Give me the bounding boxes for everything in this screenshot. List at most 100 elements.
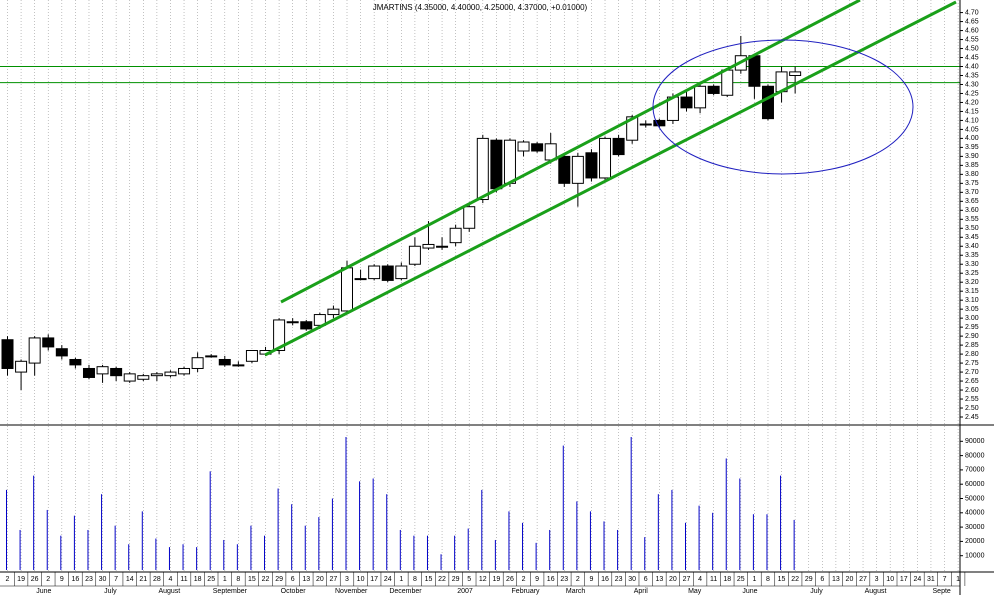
x-tick-label: 26	[506, 576, 514, 583]
y-tick-label: 4.05	[965, 126, 979, 133]
candle-body	[436, 245, 449, 248]
x-tick-label: 15	[248, 576, 256, 583]
candle-body	[300, 321, 313, 330]
x-tick-label: 20	[669, 576, 677, 583]
y-tick-label: 3.00	[965, 315, 979, 322]
y-tick-label: 4.40	[965, 63, 979, 70]
x-tick-label: 2	[46, 576, 50, 583]
x-tick-label: 1	[956, 576, 960, 583]
y-tick-label: 2.70	[965, 369, 979, 376]
x-tick-label: 8	[413, 576, 417, 583]
highlight-ellipse	[652, 39, 914, 175]
x-tick-label: 20	[846, 576, 854, 583]
x-tick-label: 25	[207, 576, 215, 583]
x-tick-label: 27	[330, 576, 338, 583]
y-tick-label: 4.50	[965, 45, 979, 52]
y-tick-label: 3.55	[965, 216, 979, 223]
candle-body	[42, 337, 55, 348]
x-tick-label: 29	[805, 576, 813, 583]
candle-body	[137, 375, 150, 380]
x-tick-label: 12	[479, 576, 487, 583]
candle-body	[28, 337, 41, 364]
y-tick-label: 3.65	[965, 198, 979, 205]
month-label: August	[865, 588, 887, 595]
x-tick-label: 14	[126, 576, 134, 583]
x-tick-label: 16	[72, 576, 80, 583]
candle-body	[544, 143, 557, 161]
month-label: April	[634, 588, 648, 595]
candle-body	[680, 96, 693, 109]
candle-body	[721, 69, 734, 96]
month-label: October	[281, 588, 307, 595]
x-tick-label: 19	[17, 576, 25, 583]
candle-body	[178, 367, 191, 375]
candle-body	[612, 137, 625, 156]
candle-body	[503, 139, 516, 184]
candle-body	[218, 358, 231, 366]
y-tick-label: 4.65	[965, 18, 979, 25]
x-tick-label: 29	[275, 576, 283, 583]
y-tick-label: 3.25	[965, 270, 979, 277]
candle-body	[422, 243, 435, 249]
volume-tick-label: 80000	[965, 452, 985, 459]
volume-tick-label: 70000	[965, 467, 985, 474]
grid	[7, 0, 959, 571]
candle-body	[408, 245, 421, 265]
y-tick-label: 3.60	[965, 207, 979, 214]
candle-body	[232, 364, 245, 367]
y-tick-label: 3.75	[965, 180, 979, 187]
x-tick-label: 20	[316, 576, 324, 583]
y-tick-label: 2.45	[965, 414, 979, 421]
y-tick-label: 2.85	[965, 342, 979, 349]
candle-body	[341, 267, 353, 312]
month-label: June	[742, 588, 757, 595]
x-tick-label: 4	[698, 576, 702, 583]
x-tick-label: 1	[223, 576, 227, 583]
candle-body	[82, 367, 95, 378]
candle-body	[286, 321, 299, 324]
y-tick-label: 4.10	[965, 117, 979, 124]
x-tick-label: 8	[236, 576, 240, 583]
x-tick-label: 6	[644, 576, 648, 583]
x-tick-label: 26	[31, 576, 39, 583]
x-tick-label: 17	[900, 576, 908, 583]
y-tick-label: 4.45	[965, 54, 979, 61]
x-tick-label: 6	[820, 576, 824, 583]
month-label: May	[688, 588, 702, 595]
candle-body	[381, 265, 394, 281]
x-tick-label: 23	[560, 576, 568, 583]
y-tick-label: 3.10	[965, 297, 979, 304]
candle-body	[205, 355, 218, 358]
x-tick-label: 22	[262, 576, 270, 583]
y-tick-label: 3.30	[965, 261, 979, 268]
volume-tick-label: 10000	[965, 553, 985, 560]
x-tick-label: 16	[547, 576, 555, 583]
x-tick-label: 13	[655, 576, 663, 583]
trend-channel-lower	[264, 0, 957, 357]
x-tick-label: 9	[535, 576, 539, 583]
y-tick-label: 2.65	[965, 378, 979, 385]
x-tick-label: 30	[99, 576, 107, 583]
x-tick-label: 8	[766, 576, 770, 583]
x-tick-label: 31	[927, 576, 935, 583]
x-tick-label: 11	[180, 576, 187, 583]
candle-body	[653, 119, 666, 127]
y-tick-label: 3.70	[965, 189, 979, 196]
month-label: July	[104, 588, 117, 595]
month-label: February	[512, 588, 541, 595]
candle-body	[558, 155, 571, 184]
y-tick-label: 3.95	[965, 144, 979, 151]
x-tick-label: 1	[399, 576, 403, 583]
y-tick-label: 3.15	[965, 288, 979, 295]
candle-body	[463, 206, 476, 229]
y-tick-label: 3.40	[965, 243, 979, 250]
month-label: March	[566, 588, 586, 595]
x-tick-label: 17	[370, 576, 378, 583]
candle-body	[368, 265, 381, 280]
x-tick-label: 7	[943, 576, 947, 583]
x-tick-label: 30	[628, 576, 636, 583]
y-tick-label: 4.55	[965, 36, 979, 43]
volume-tick-label: 20000	[965, 538, 985, 545]
candle-body	[245, 350, 258, 362]
